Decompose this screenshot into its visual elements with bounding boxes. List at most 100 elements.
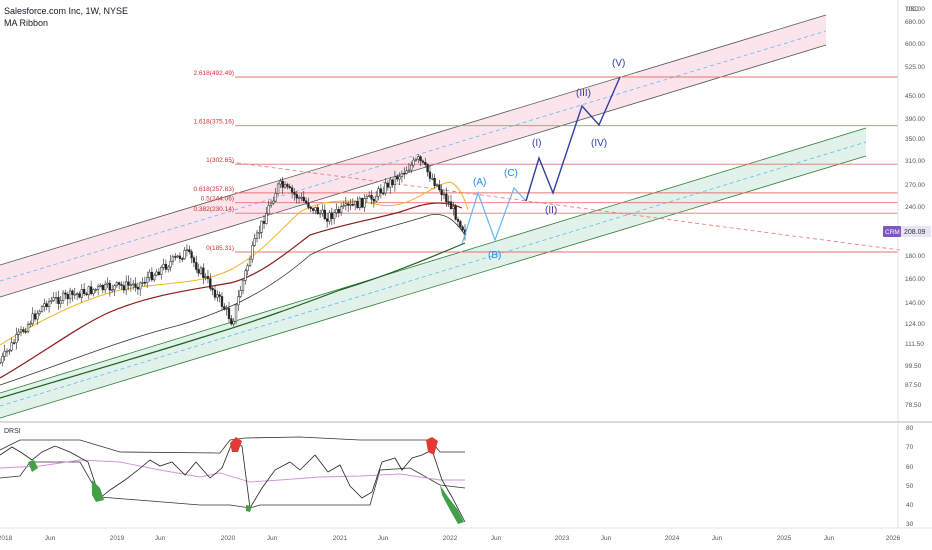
candle-body xyxy=(244,270,247,281)
candle-body xyxy=(368,195,371,197)
candle-body xyxy=(61,292,65,302)
candle-body xyxy=(57,297,60,304)
candle-body xyxy=(318,212,322,215)
candle-body xyxy=(5,350,9,353)
candle-body xyxy=(384,182,387,194)
candle-body xyxy=(234,304,238,322)
candle-body xyxy=(375,195,378,202)
candle-body xyxy=(377,188,380,197)
candlesticks xyxy=(0,154,467,367)
candle-body xyxy=(111,289,114,291)
upper-channel-fill xyxy=(0,15,826,297)
candle-body xyxy=(206,276,210,279)
time-tick-label: 2025 xyxy=(777,535,792,542)
candle-body xyxy=(311,208,315,211)
candle-body xyxy=(347,203,350,206)
candle-body xyxy=(104,284,107,291)
candle-body xyxy=(15,334,18,343)
candle-body xyxy=(447,201,450,203)
time-tick-label: 2020 xyxy=(221,535,236,542)
candle-body xyxy=(431,178,434,180)
price-axis-ticks: 700.00 680.00 600.00 525.00 450.00 390.00 350.… xyxy=(905,6,925,409)
candle-body xyxy=(323,209,326,219)
lower-channel-fill xyxy=(0,128,866,418)
drsi-oversold-fill-1 xyxy=(28,460,38,472)
candle-body xyxy=(379,188,383,194)
candle-body xyxy=(195,262,198,270)
candle-body xyxy=(197,269,200,274)
time-tick-label: Jun xyxy=(267,535,278,542)
candle-body xyxy=(47,301,51,307)
wave-label-ii: (II) xyxy=(545,205,557,216)
candle-body xyxy=(218,294,221,297)
candle-body xyxy=(22,329,25,332)
wave-label-v: (V) xyxy=(612,58,625,69)
candle-body xyxy=(115,282,118,286)
candle-body xyxy=(143,282,147,284)
candle-body xyxy=(31,313,34,324)
candle-body xyxy=(85,293,88,296)
candle-body xyxy=(38,311,41,314)
time-tick-label: 2019 xyxy=(110,535,125,542)
price-tick-label: 350.00 xyxy=(905,136,925,143)
candle-body xyxy=(428,171,432,179)
candle-body xyxy=(403,173,406,175)
candle-body xyxy=(71,290,74,295)
candle-body xyxy=(99,285,102,287)
drsi-tick-label: 30 xyxy=(906,521,914,528)
candle-body xyxy=(267,205,270,214)
candle-body xyxy=(209,278,212,289)
candle-body xyxy=(328,212,331,222)
candle-body xyxy=(227,308,231,319)
candle-body xyxy=(92,289,95,294)
price-tick-label: 111.50 xyxy=(905,341,924,348)
candle-body xyxy=(96,286,100,290)
price-tick-label: 600.00 xyxy=(905,41,925,48)
candle-body xyxy=(40,306,44,312)
candle-body xyxy=(3,350,6,357)
fib-level-label: 1(302.65) xyxy=(206,157,234,164)
candle-body xyxy=(251,245,254,260)
candle-body xyxy=(36,313,39,320)
candle-body xyxy=(269,202,273,206)
candle-body xyxy=(220,296,224,307)
candle-body xyxy=(419,156,422,162)
candle-body xyxy=(351,204,354,206)
candle-body xyxy=(45,303,48,307)
candle-body xyxy=(309,207,312,209)
candle-body xyxy=(216,294,219,298)
drsi-tick-label: 80 xyxy=(906,425,914,432)
candle-body xyxy=(382,192,385,195)
candle-body xyxy=(272,200,275,204)
lower-channel-top xyxy=(0,127,867,394)
fib-level-label: 0(185.31) xyxy=(206,245,234,252)
candle-body xyxy=(139,282,142,290)
price-tick-label: 700.00 xyxy=(905,6,925,13)
candle-body xyxy=(407,169,411,172)
candle-body xyxy=(424,162,427,165)
drsi-tick-label: 70 xyxy=(906,444,914,451)
candle-body xyxy=(122,285,125,291)
correction-wave-path xyxy=(461,186,527,245)
price-tick-label: 310.00 xyxy=(905,158,925,165)
candle-body xyxy=(190,251,193,259)
drsi-overbought-fill-2 xyxy=(426,437,438,455)
candle-body xyxy=(43,303,46,307)
candle-body xyxy=(162,263,165,268)
candle-body xyxy=(0,362,2,364)
candle-body xyxy=(295,194,298,199)
candle-body xyxy=(452,206,455,209)
fib-level-label: 2.618(492.49) xyxy=(194,70,234,77)
price-tick-label: 450.00 xyxy=(905,93,925,100)
candle-body xyxy=(29,323,32,325)
wave-label-iv: (IV) xyxy=(591,138,607,149)
candle-body xyxy=(73,293,76,296)
price-tick-label: 140.00 xyxy=(905,300,925,307)
time-tick-label: Jun xyxy=(824,535,835,542)
candle-body xyxy=(66,293,69,300)
impulse-wave-path xyxy=(525,76,621,202)
candle-body xyxy=(361,198,364,208)
candle-body xyxy=(64,292,67,295)
candle-body xyxy=(50,300,53,302)
